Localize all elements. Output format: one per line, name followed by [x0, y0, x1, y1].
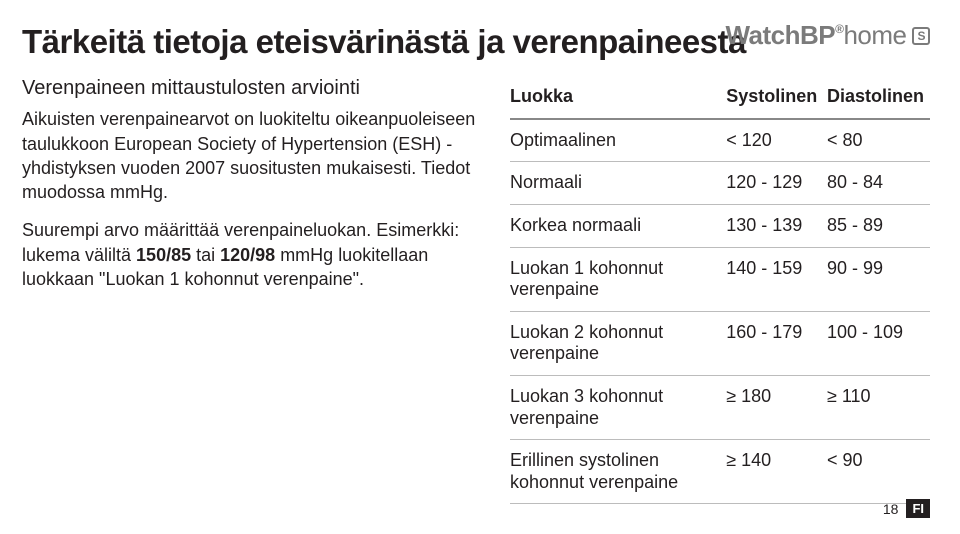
th-diastolic: Diastolinen: [827, 76, 930, 119]
table-cell: Erillinen systolinen kohonnut verenpaine: [510, 440, 726, 504]
table-cell: Optimaalinen: [510, 119, 726, 162]
paragraph-1: Aikuisten verenpainearvot on luokiteltu …: [22, 107, 482, 204]
table-cell: 80 - 84: [827, 162, 930, 205]
page-number: 18: [883, 501, 899, 517]
paragraph-2: Suurempi arvo määrittää verenpaineluokan…: [22, 218, 482, 291]
brand-reg: ®: [835, 22, 843, 36]
table-cell: Luokan 2 kohonnut verenpaine: [510, 311, 726, 375]
table-cell: Korkea normaali: [510, 205, 726, 248]
table-row: Luokan 1 kohonnut verenpaine140 - 15990 …: [510, 247, 930, 311]
table-row: Luokan 3 kohonnut verenpaine≥ 180≥ 110: [510, 376, 930, 440]
brand-light: home: [843, 20, 906, 50]
table-cell: 100 - 109: [827, 311, 930, 375]
table-cell: 85 - 89: [827, 205, 930, 248]
bp-classification-table: Luokka Systolinen Diastolinen Optimaalin…: [510, 76, 930, 504]
right-column: Luokka Systolinen Diastolinen Optimaalin…: [510, 76, 930, 504]
table-cell: < 80: [827, 119, 930, 162]
brand-logo: WatchBP®home S: [725, 20, 930, 51]
page-footer: 18 FI: [883, 499, 930, 518]
brand-box: S: [912, 27, 930, 45]
table-cell: ≥ 110: [827, 376, 930, 440]
table-cell: < 90: [827, 440, 930, 504]
table-cell: 130 - 139: [726, 205, 827, 248]
table-cell: ≥ 140: [726, 440, 827, 504]
table-row: Normaali120 - 12980 - 84: [510, 162, 930, 205]
left-column: Verenpaineen mittaustulosten arviointi A…: [22, 76, 482, 291]
table-cell: 120 - 129: [726, 162, 827, 205]
table-cell: 160 - 179: [726, 311, 827, 375]
th-systolic: Systolinen: [726, 76, 827, 119]
table-row: Erillinen systolinen kohonnut verenpaine…: [510, 440, 930, 504]
th-category: Luokka: [510, 76, 726, 119]
table-cell: < 120: [726, 119, 827, 162]
table-cell: ≥ 180: [726, 376, 827, 440]
table-row: Luokan 2 kohonnut verenpaine160 - 179100…: [510, 311, 930, 375]
table-cell: Luokan 3 kohonnut verenpaine: [510, 376, 726, 440]
table-cell: Normaali: [510, 162, 726, 205]
table-row: Korkea normaali130 - 13985 - 89: [510, 205, 930, 248]
body-text: Aikuisten verenpainearvot on luokiteltu …: [22, 107, 482, 291]
brand-main: WatchBP: [725, 20, 835, 50]
lang-badge: FI: [906, 499, 930, 518]
table-cell: Luokan 1 kohonnut verenpaine: [510, 247, 726, 311]
table-cell: 140 - 159: [726, 247, 827, 311]
table-row: Optimaalinen< 120< 80: [510, 119, 930, 162]
table-cell: 90 - 99: [827, 247, 930, 311]
subtitle: Verenpaineen mittaustulosten arviointi: [22, 76, 482, 101]
